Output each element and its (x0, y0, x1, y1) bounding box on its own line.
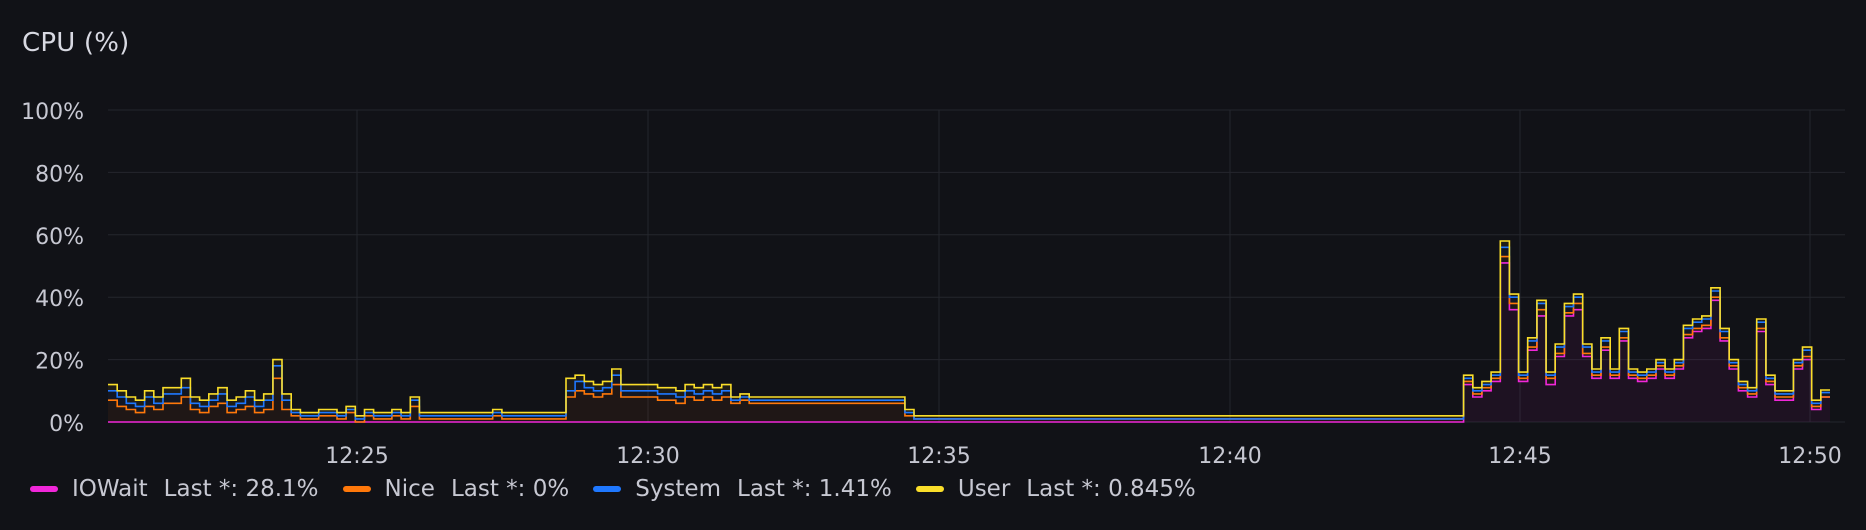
legend-series-name: User (957, 476, 1011, 502)
series-area-nice (108, 256, 1830, 422)
x-tick-label: 12:35 (907, 444, 970, 469)
cpu-chart[interactable]: 0%20%40%60%80%100% 12:25 12:30 12:35 12:40 1… (0, 0, 1866, 470)
legend-item-user[interactable]: User Last *: 0.845% (915, 476, 1196, 502)
y-axis-ticks: 0% 20% 40% 60% 80% 100% (21, 100, 84, 437)
series-lines (108, 240, 1830, 423)
series-area-iowait (108, 262, 1830, 422)
legend-last-value: Last *: 1.41% (737, 476, 892, 502)
legend-swatch (593, 486, 622, 492)
legend-swatch (30, 486, 58, 492)
y-tick-label: 80% (35, 162, 84, 187)
legend-series-name: Nice (384, 476, 435, 502)
x-tick-label: 12:25 (325, 444, 388, 469)
x-tick-label: 12:50 (1778, 444, 1841, 469)
y-tick-label: 100% (21, 100, 84, 125)
y-tick-label: 40% (35, 287, 84, 312)
y-tick-label: 0% (49, 412, 84, 437)
x-tick-label: 12:40 (1198, 444, 1261, 469)
y-tick-label: 60% (35, 225, 84, 250)
legend-last-value: Last *: 28.1% (163, 476, 319, 502)
legend-item-nice[interactable]: Nice Last *: 0% (342, 476, 570, 502)
chart-legend: IOWait Last *: 28.1% Nice Last *: 0% System L… (30, 476, 1220, 502)
chart-grid (108, 109, 1845, 423)
panel-title: CPU (%) (22, 28, 130, 58)
series-areas (108, 241, 1830, 422)
legend-last-value: Last *: 0% (450, 476, 570, 502)
legend-last-value: Last *: 0.845% (1026, 476, 1196, 502)
legend-item-system[interactable]: System Last *: 1.41% (593, 476, 892, 502)
x-tick-label: 12:45 (1488, 444, 1551, 469)
series-line-iowait[interactable] (108, 262, 1830, 423)
legend-item-iowait[interactable]: IOWait Last *: 28.1% (30, 476, 319, 502)
x-axis-ticks: 12:25 12:30 12:35 12:40 12:45 12:50 (325, 444, 1841, 469)
series-line-user[interactable] (108, 240, 1830, 417)
x-tick-label: 12:30 (616, 444, 679, 469)
legend-series-name: System (635, 476, 721, 502)
legend-swatch (915, 486, 944, 492)
y-tick-label: 20% (35, 350, 84, 375)
legend-swatch (342, 486, 371, 492)
legend-series-name: IOWait (72, 476, 148, 502)
